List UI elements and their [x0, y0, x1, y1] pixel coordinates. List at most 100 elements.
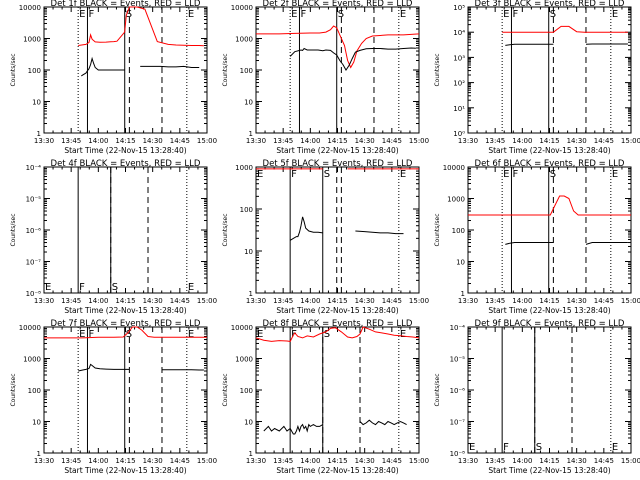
x-tick-label: 14:00 — [88, 297, 108, 305]
chart-panel-7: Det 7f BLACK = Events, RED = LLD 1 10 100 10… — [10, 319, 217, 475]
lld-series-line — [44, 326, 207, 339]
event-marker-label: F — [300, 9, 306, 20]
y-tick-label: 10⁻⁵ — [450, 356, 466, 364]
y-axis-label: Counts/sec — [434, 53, 441, 86]
y-tick-label: 10⁵ — [453, 4, 465, 12]
x-tick-label: 13:45 — [273, 457, 293, 465]
x-tick-label: 14:30 — [143, 297, 163, 305]
x-tick-label: 13:45 — [485, 137, 505, 145]
lld-series-line — [78, 6, 204, 47]
x-tick-label: 14:45 — [594, 457, 614, 465]
y-tick-label: 10 — [244, 99, 253, 107]
event-marker-label: E — [612, 9, 618, 20]
events-series-line — [585, 242, 628, 245]
x-tick-label: 14:30 — [143, 457, 163, 465]
y-tick-label: 10³ — [453, 54, 465, 62]
x-tick-label: 14:30 — [567, 137, 587, 145]
y-tick-label: 10 — [32, 99, 41, 107]
x-tick-label: 14:45 — [382, 297, 402, 305]
chart-panel-1: Det 1f BLACK = Events, RED = LLD 1 10 100 10… — [10, 0, 217, 155]
event-marker-label: E — [188, 9, 194, 20]
event-marker-label: S — [126, 9, 132, 20]
event-marker-label: F — [88, 329, 94, 340]
x-tick-label: 14:15 — [539, 297, 559, 305]
events-series-line — [140, 65, 200, 68]
event-marker-label: E — [503, 9, 509, 20]
y-tick-label: 10⁻⁴ — [26, 164, 42, 172]
y-tick-label: 1 — [249, 450, 253, 458]
event-marker-label: F — [291, 169, 297, 180]
x-tick-label: 14:45 — [382, 457, 402, 465]
x-tick-label: 14:00 — [88, 457, 108, 465]
events-series-line — [81, 56, 125, 77]
event-marker-label: E — [612, 442, 618, 453]
chart-panel-8: Det 8f BLACK = Events, RED = LLD 1 10 100 10… — [222, 319, 429, 475]
lld-series-line — [468, 195, 631, 216]
event-marker-label: E — [188, 282, 194, 293]
event-marker-label: S — [550, 169, 556, 180]
x-tick-label: 14:45 — [170, 457, 190, 465]
x-tick-label: 14:30 — [567, 457, 587, 465]
x-tick-label: 13:30 — [34, 457, 54, 465]
y-tick-label: 10⁻⁶ — [26, 227, 42, 235]
y-tick-label: 10000 — [19, 4, 41, 12]
x-tick-label: 14:00 — [300, 457, 320, 465]
y-tick-label: 100 — [240, 67, 253, 75]
y-tick-label: 10 — [32, 419, 41, 427]
events-series-line — [359, 419, 407, 426]
x-tick-label: 14:45 — [170, 297, 190, 305]
x-tick-label: 14:15 — [327, 297, 347, 305]
x-tick-label: 15:00 — [409, 137, 429, 145]
x-tick-label: 13:30 — [34, 297, 54, 305]
x-tick-label: 14:00 — [88, 137, 108, 145]
x-tick-label: 14:45 — [594, 137, 614, 145]
y-tick-label: 10¹ — [453, 105, 465, 113]
chart-panel-2: Det 2f BLACK = Events, RED = LLD 1 10 100 10… — [222, 0, 429, 155]
x-tick-label: 15:00 — [621, 137, 640, 145]
y-axis-label: Counts/sec — [10, 53, 17, 86]
event-marker-label: E — [400, 9, 406, 20]
event-marker-label: E — [291, 9, 297, 20]
y-tick-label: 10000 — [443, 164, 465, 172]
x-tick-label: 15:00 — [197, 297, 217, 305]
y-axis-label: Counts/sec — [434, 373, 441, 406]
event-marker-label: F — [503, 442, 509, 453]
x-tick-label: 13:30 — [34, 137, 54, 145]
chart-title: Det 3f BLACK = Events, RED = LLD — [475, 0, 625, 9]
x-tick-label: 13:30 — [246, 297, 266, 305]
y-tick-label: 100 — [28, 387, 41, 395]
lld-series-line — [502, 25, 628, 33]
plot-frame — [467, 326, 632, 454]
event-marker-label: F — [512, 169, 518, 180]
chart-title: Det 2f BLACK = Events, RED = LLD — [263, 0, 413, 9]
y-tick-label: 10⁰ — [453, 130, 465, 138]
event-marker-label: E — [257, 169, 263, 180]
y-tick-label: 1000 — [23, 356, 41, 364]
y-tick-label: 1 — [37, 450, 41, 458]
y-axis-label: Counts/sec — [10, 213, 17, 246]
x-tick-label: 13:45 — [273, 297, 293, 305]
x-tick-label: 14:30 — [355, 137, 375, 145]
events-series-line — [263, 423, 324, 435]
event-marker-label: E — [612, 169, 618, 180]
y-tick-label: 1000 — [235, 36, 253, 44]
y-axis-label: Counts/sec — [222, 53, 229, 86]
events-series-line — [289, 47, 416, 71]
y-tick-label: 10⁻⁸ — [26, 290, 42, 298]
y-tick-label: 10⁻⁶ — [450, 387, 466, 395]
plot-frame — [255, 6, 420, 134]
x-tick-label: 13:45 — [485, 457, 505, 465]
y-tick-label: 10000 — [231, 4, 253, 12]
x-tick-label: 14:00 — [300, 137, 320, 145]
chart-title: Det 1f BLACK = Events, RED = LLD — [51, 0, 201, 9]
chart-panel-9: Det 9f BLACK = Events, RED = LLD 10⁻⁸ 10⁻⁷… — [434, 319, 640, 475]
event-marker-label: S — [536, 442, 542, 453]
x-tick-label: 14:15 — [115, 457, 135, 465]
x-tick-label: 14:30 — [567, 297, 587, 305]
chart-panel-4: Det 4f BLACK = Events, RED = LLD 10⁻⁸ 10⁻⁷… — [10, 159, 217, 315]
y-tick-label: 10⁻⁴ — [450, 324, 466, 332]
event-marker-label: E — [469, 442, 475, 453]
x-tick-label: 15:00 — [197, 457, 217, 465]
plot-frame — [43, 166, 208, 294]
x-tick-label: 13:45 — [61, 297, 81, 305]
